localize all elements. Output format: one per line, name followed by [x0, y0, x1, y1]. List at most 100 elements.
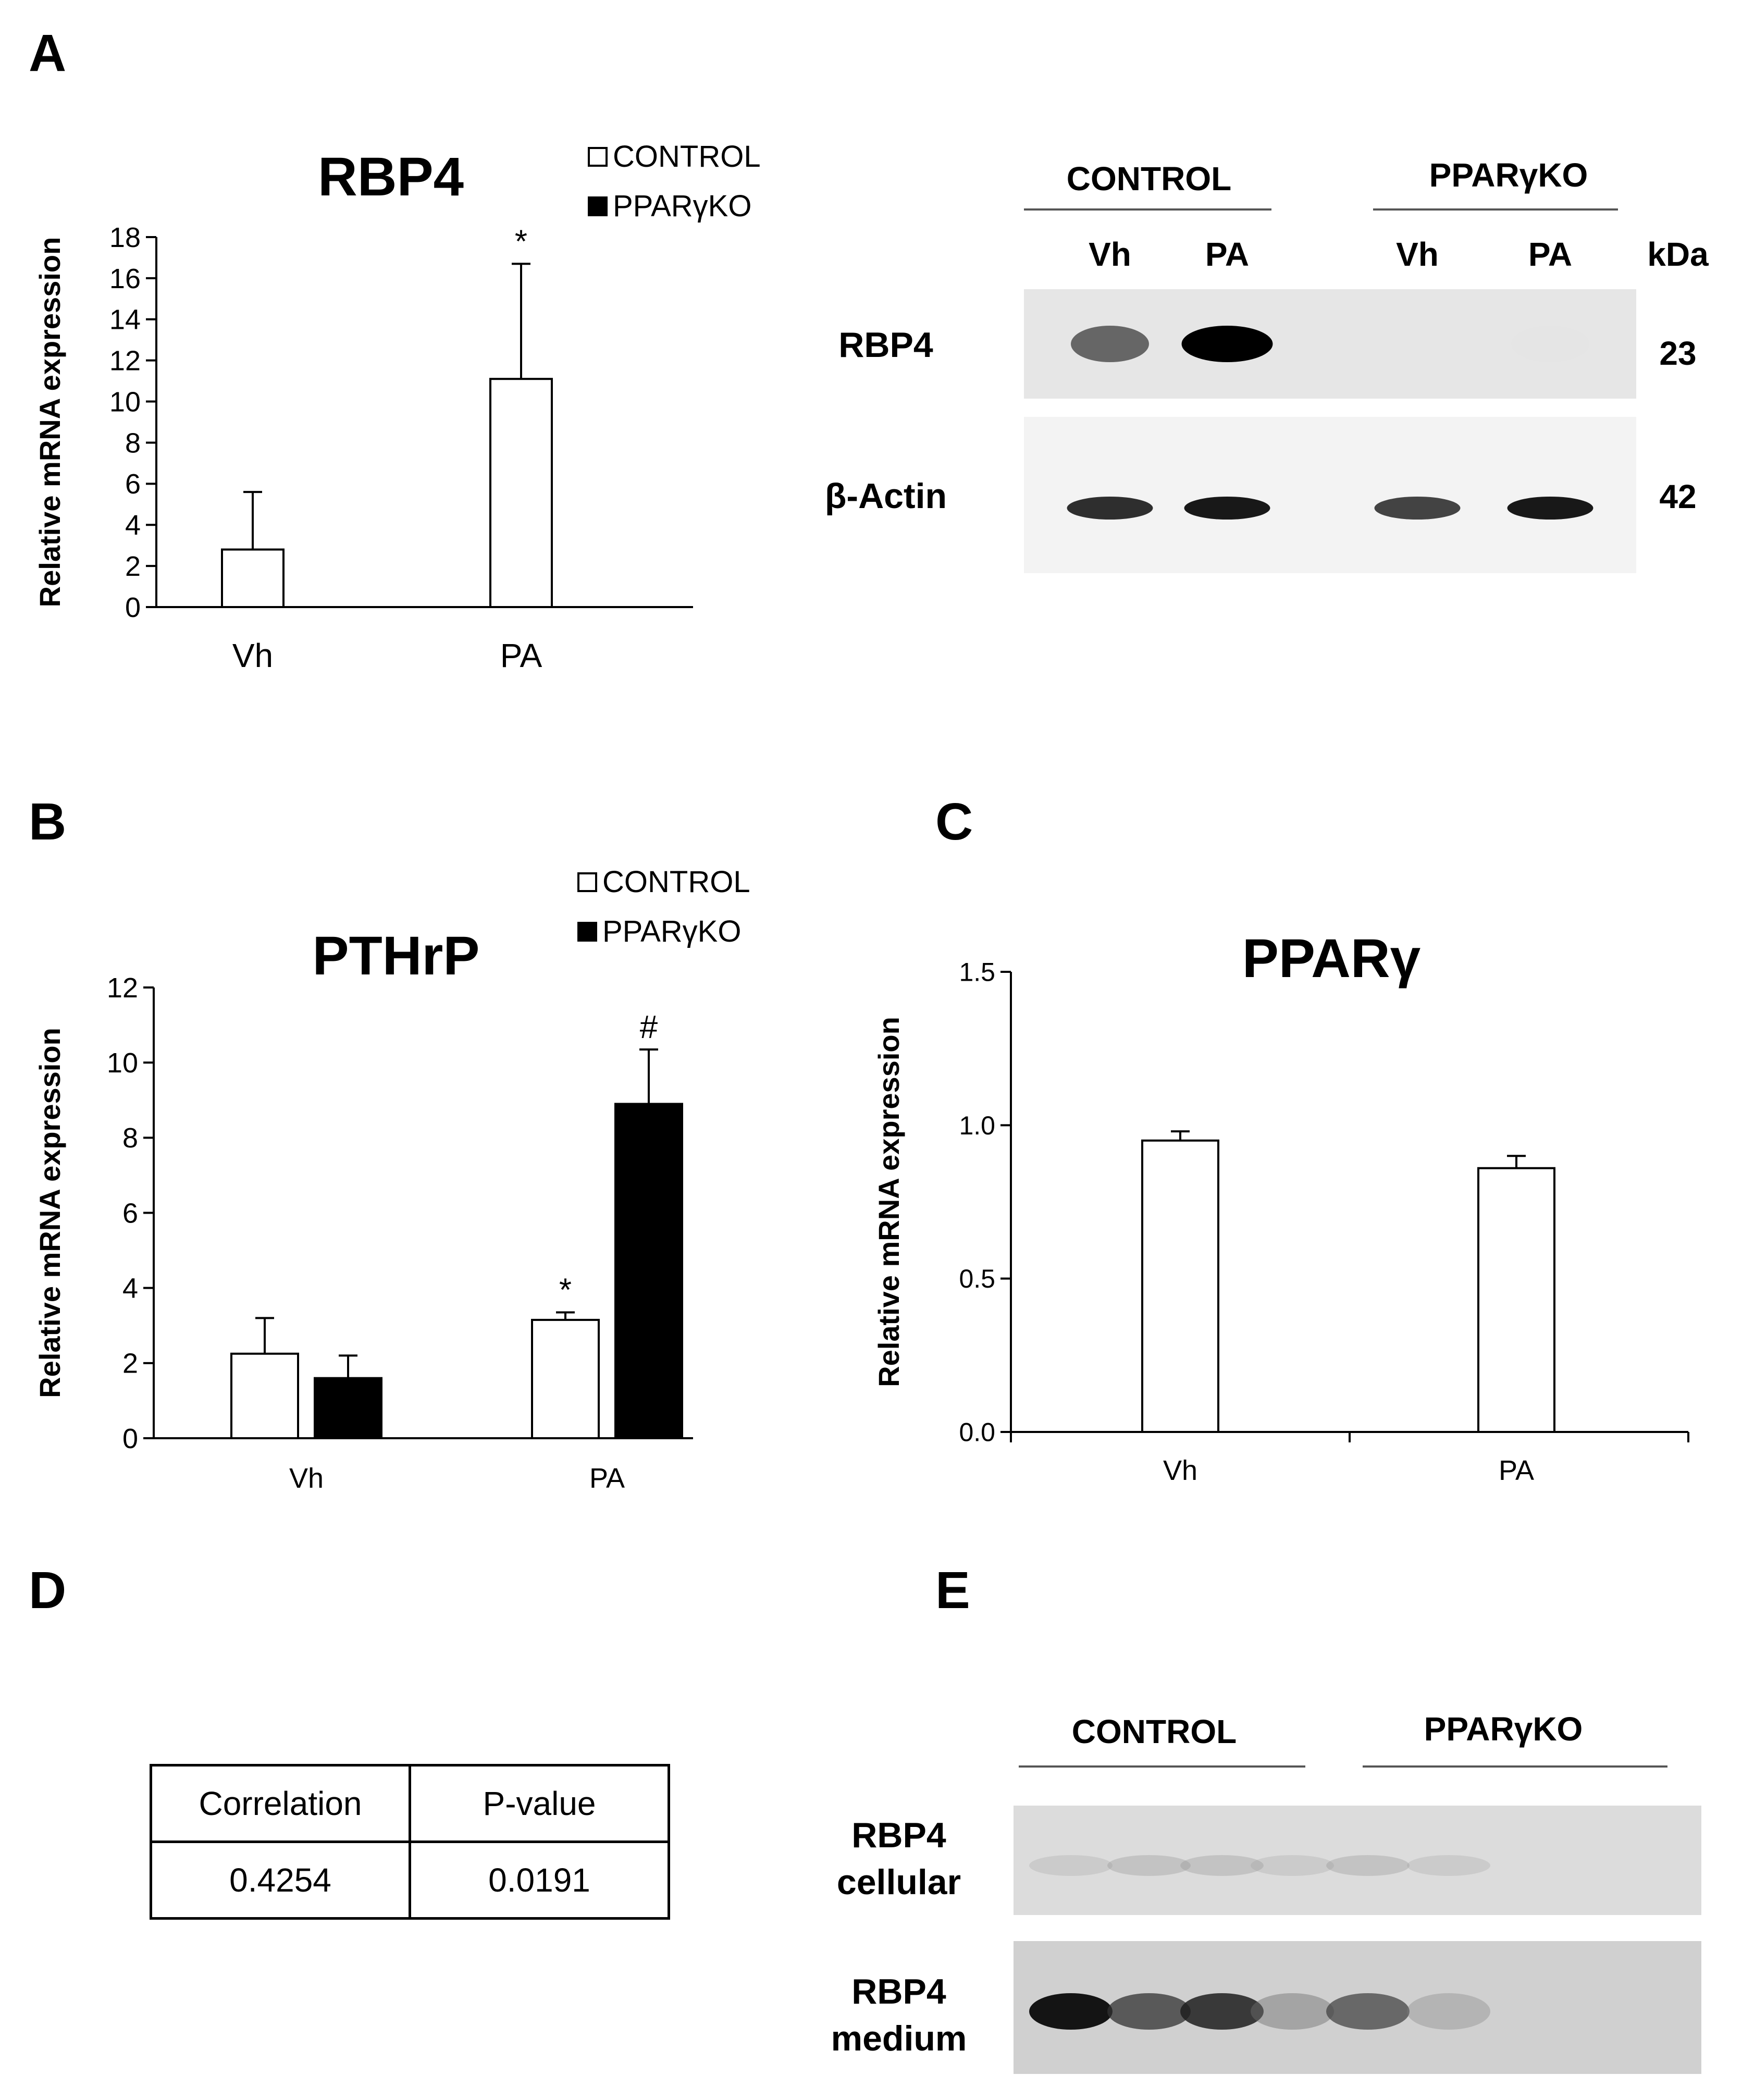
blot-a-band — [1181, 326, 1273, 362]
panel-letter-c: C — [935, 793, 973, 851]
y-tick-label-c: 1.0 — [959, 1111, 995, 1140]
y-tick-label-b: 4 — [122, 1273, 138, 1304]
blot-e-band — [1251, 1855, 1334, 1876]
y-tick-label-b: 10 — [107, 1047, 138, 1079]
chart-title-b: PTHrP — [313, 925, 480, 986]
chart-title-a: RBP4 — [318, 146, 464, 207]
panel-letter-a: A — [29, 24, 67, 82]
blot-e-row-label-line1: RBP4 — [851, 1815, 946, 1855]
blot-a-group-control: CONTROL — [1067, 160, 1231, 197]
y-tick-label-c: 0.0 — [959, 1418, 995, 1447]
legend-label-a: CONTROL — [613, 140, 761, 174]
y-tick-label-c: 0.5 — [959, 1264, 995, 1293]
legend-swatch-a — [588, 147, 608, 167]
blot-a-lane-label: Vh — [1089, 236, 1131, 273]
blot-e-band — [1180, 1855, 1264, 1876]
legend-label-a: PPARγKO — [613, 189, 751, 223]
x-tick-label-c: Vh — [1163, 1455, 1197, 1486]
table-header-correlation: Correlation — [150, 1764, 411, 1843]
y-tick-label-a: 12 — [109, 345, 141, 377]
blot-a-kda-value: 42 — [1659, 478, 1696, 515]
blot-e-band — [1326, 1855, 1410, 1876]
blot-a-group-ko: PPARγKO — [1429, 156, 1588, 194]
legend-swatch-b — [577, 872, 597, 892]
blot-e-band — [1407, 1855, 1490, 1876]
panel-letter-b: B — [29, 793, 67, 851]
y-tick-label-a: 6 — [125, 468, 141, 500]
y-tick-label-b: 0 — [122, 1423, 138, 1454]
bar-b — [314, 1377, 382, 1440]
blot-e-band — [1407, 1993, 1490, 2030]
significance-mark-b: # — [640, 1009, 658, 1045]
blot-a-membrane — [1024, 417, 1636, 573]
blot-e-band — [1251, 1993, 1334, 2030]
blot-e-band — [1107, 1993, 1191, 2030]
bar-a — [221, 548, 285, 608]
bar-b — [531, 1318, 600, 1439]
y-tick-label-a: 8 — [125, 427, 141, 459]
bar-c — [1141, 1139, 1219, 1433]
x-tick-label-a: PA — [500, 637, 542, 674]
legend-label-b: PPARγKO — [602, 915, 741, 948]
legend-swatch-a — [588, 196, 608, 216]
blot-e-row-label-line2: cellular — [837, 1862, 961, 1902]
blot-a-lane-label: Vh — [1396, 236, 1439, 273]
blot-a-lane-label: PA — [1205, 236, 1249, 273]
blot-e-band — [1107, 1855, 1191, 1876]
table-header-p-value: P-value — [409, 1764, 670, 1843]
blot-a-band — [1184, 497, 1270, 520]
y-tick-label-b: 8 — [122, 1122, 138, 1154]
x-tick-label-c: PA — [1499, 1455, 1534, 1486]
blot-e-group-control: CONTROL — [1072, 1713, 1237, 1750]
blot-e-membrane — [1014, 1806, 1701, 1915]
y-tick-label-a: 0 — [125, 592, 141, 623]
y-tick-label-b: 2 — [122, 1348, 138, 1379]
chart-title-c: PPARγ — [1242, 928, 1420, 989]
blot-a-kda-value: 23 — [1659, 335, 1696, 372]
bar-b — [230, 1352, 299, 1439]
bar-b — [614, 1103, 683, 1439]
blot-e-group-ko: PPARγKO — [1424, 1710, 1583, 1748]
blot-e-row-label-line1: RBP4 — [851, 1972, 946, 2011]
y-axis-label-c: Relative mRNA expression — [872, 1017, 905, 1387]
blot-a-row-label: β-Actin — [825, 476, 947, 516]
significance-mark-a: * — [515, 224, 527, 260]
blot-a-kda-label: kDa — [1647, 236, 1709, 273]
blot-e-row-label-line2: medium — [831, 2019, 967, 2058]
x-tick-label-a: Vh — [232, 637, 273, 674]
blot-a-band — [1067, 497, 1153, 520]
y-tick-label-c: 1.5 — [959, 958, 995, 987]
y-tick-label-a: 2 — [125, 551, 141, 582]
blot-a-band — [1507, 497, 1593, 520]
blot-a-lane-label: PA — [1528, 236, 1572, 273]
blot-a-band — [1378, 326, 1456, 362]
y-tick-label-a: 14 — [109, 304, 141, 336]
significance-mark-b: * — [559, 1273, 572, 1308]
table-cell-correlation: 0.4254 — [150, 1840, 411, 1920]
y-tick-label-a: 4 — [125, 510, 141, 541]
y-axis-label-a: Relative mRNA expression — [33, 237, 66, 608]
blot-e-band — [1326, 1993, 1410, 2030]
y-tick-label-b: 6 — [122, 1197, 138, 1229]
y-tick-label-b: 12 — [107, 972, 138, 1004]
blot-a-band — [1071, 326, 1149, 362]
bar-c — [1477, 1167, 1555, 1433]
blot-a-band — [1374, 497, 1461, 520]
blot-e-band — [1029, 1855, 1113, 1876]
blot-a-row-label: RBP4 — [838, 325, 933, 365]
bar-a — [489, 378, 553, 609]
legend-swatch-b — [577, 922, 597, 942]
y-axis-label-b: Relative mRNA expression — [33, 1028, 66, 1398]
y-tick-label-a: 16 — [109, 263, 141, 294]
blot-e-band — [1180, 1993, 1264, 2030]
panel-letter-d: D — [29, 1561, 67, 1620]
legend-label-b: CONTROL — [602, 865, 750, 899]
blot-e-band — [1029, 1993, 1113, 2030]
blot-a-band — [1511, 326, 1589, 362]
y-tick-label-a: 10 — [109, 386, 141, 417]
panel-letter-e: E — [935, 1561, 970, 1620]
x-tick-label-b: PA — [589, 1463, 625, 1494]
x-tick-label-b: Vh — [289, 1463, 324, 1494]
correlation-table: Correlation P-value 0.4254 0.0191 — [150, 1764, 670, 1920]
